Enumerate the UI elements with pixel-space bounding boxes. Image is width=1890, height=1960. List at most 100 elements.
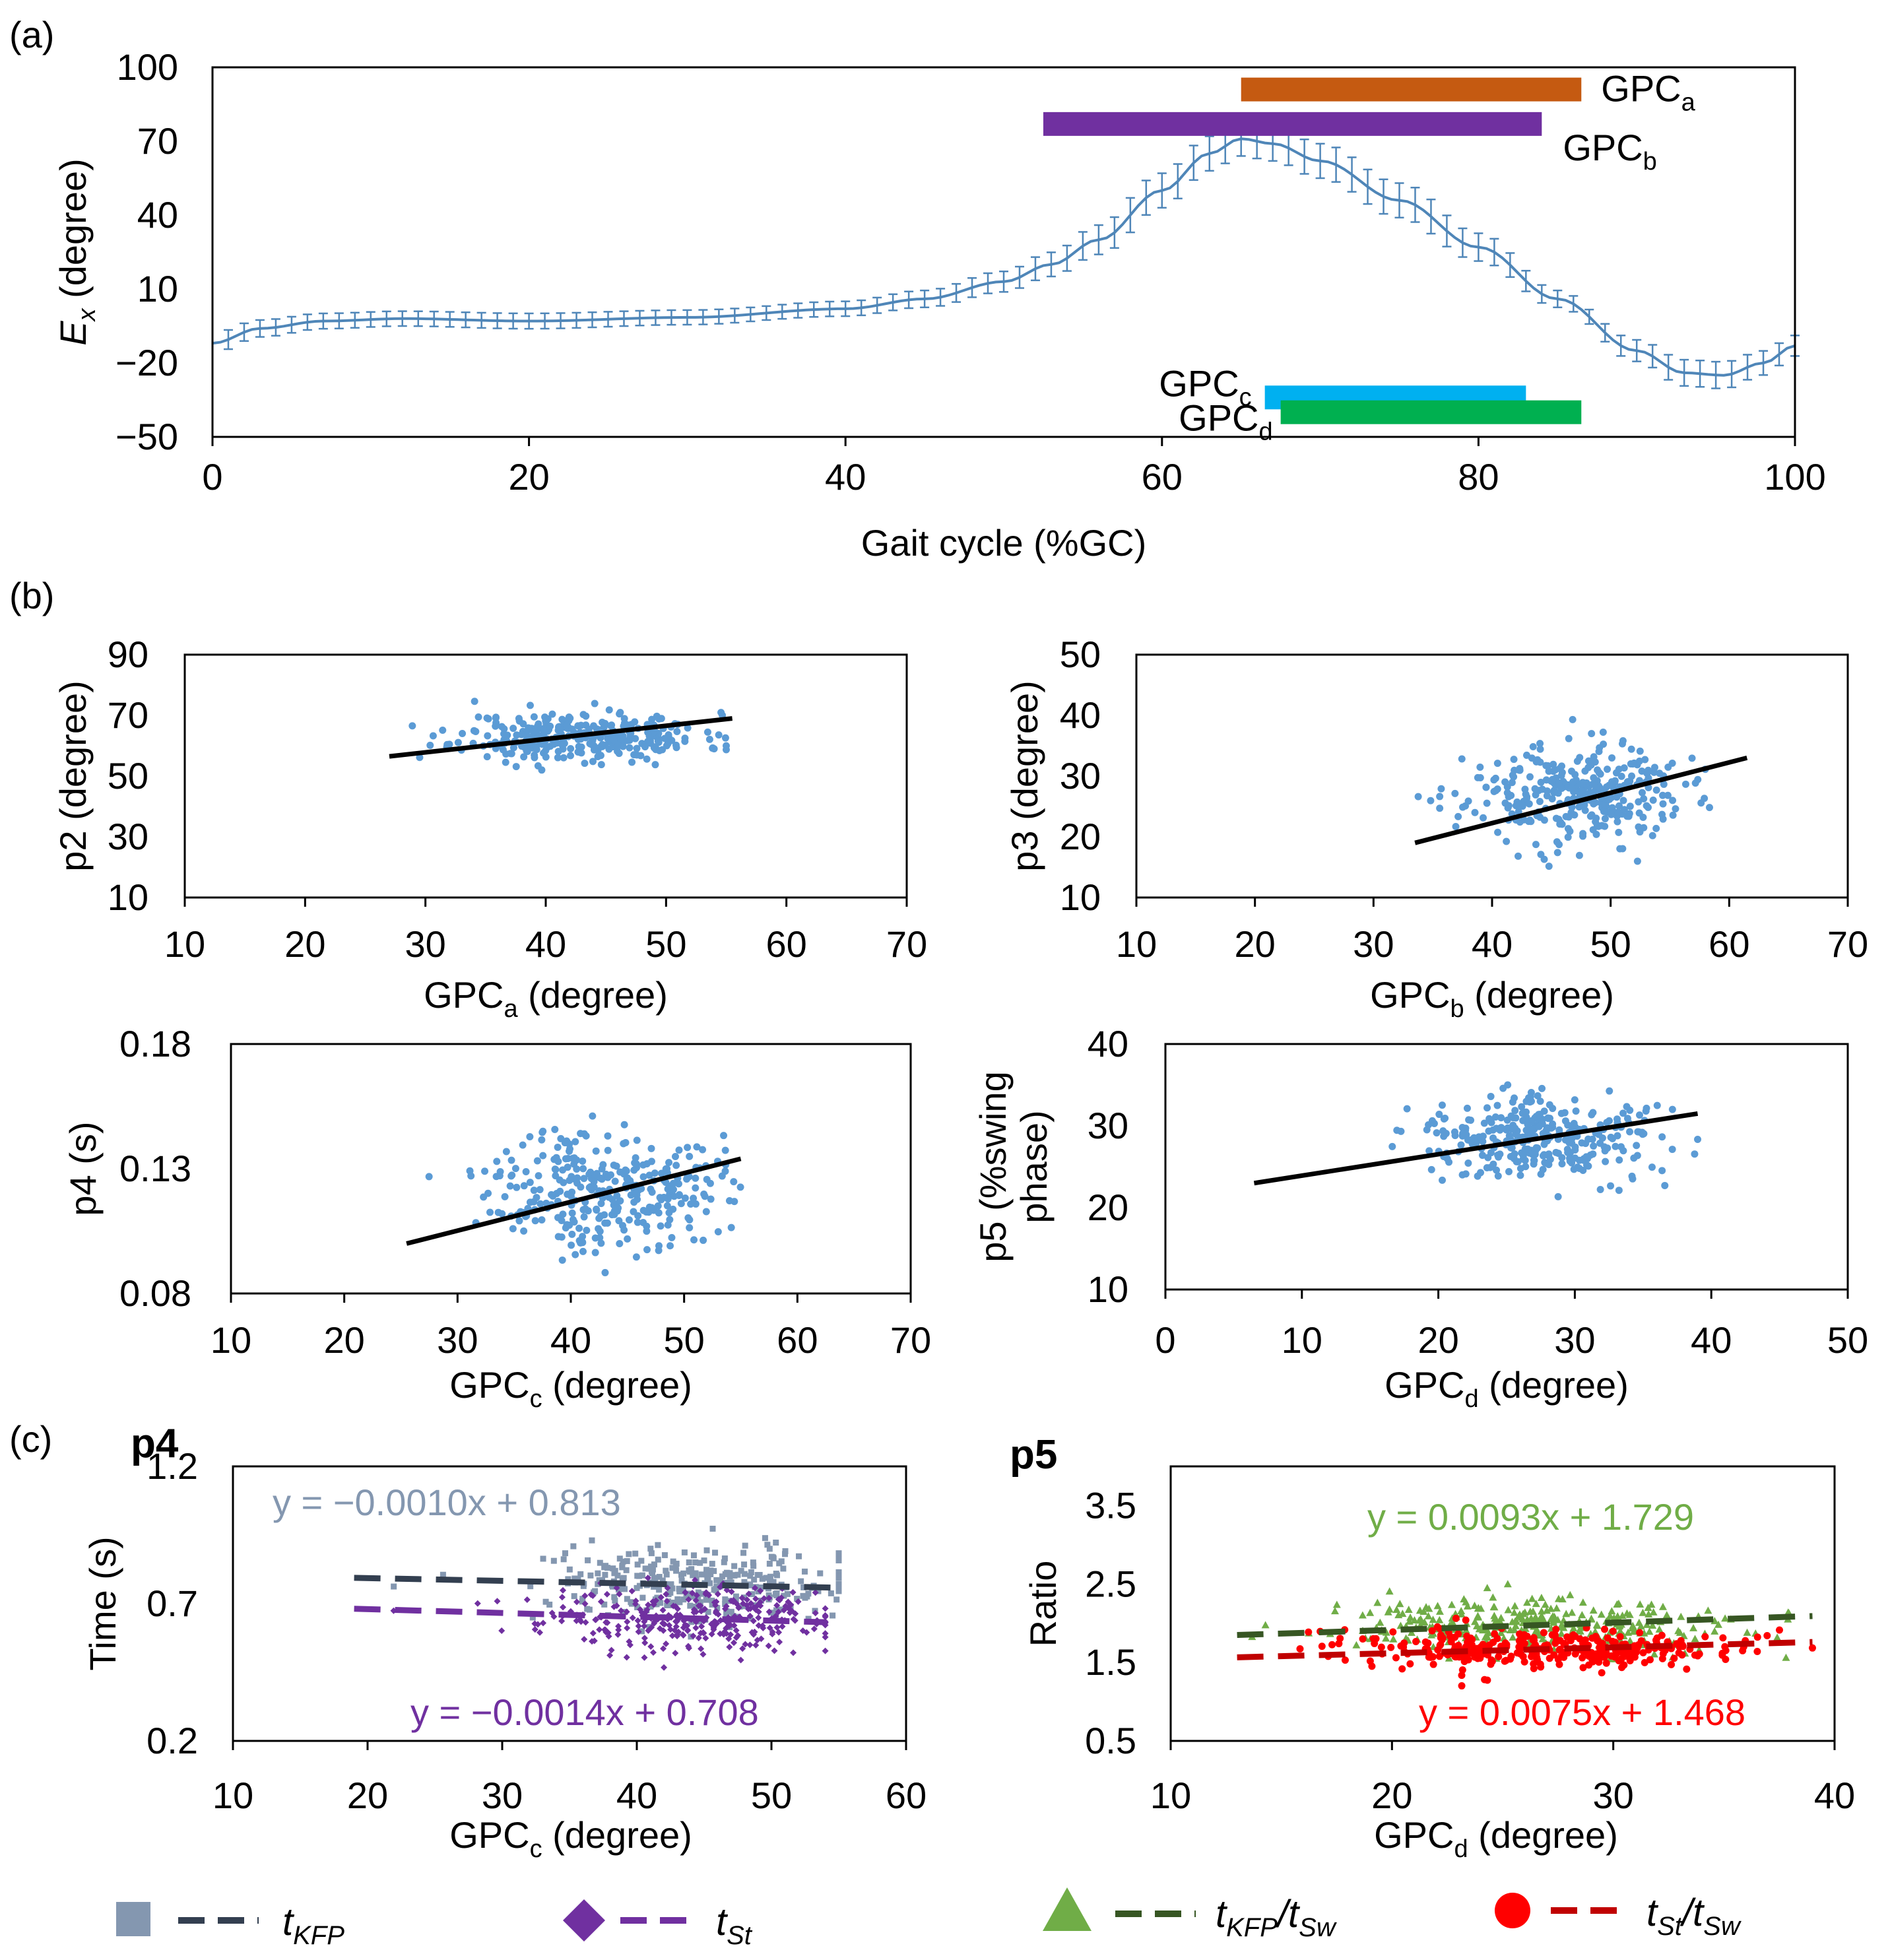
scatter-point xyxy=(1681,780,1689,788)
diamond-point xyxy=(780,1606,787,1614)
x-axis-label-main: GPC xyxy=(1385,1364,1464,1406)
scatter-point xyxy=(515,1217,523,1225)
scatter-point xyxy=(1659,800,1667,808)
scatter-point xyxy=(1414,793,1422,800)
legend-label: tSt/tSw xyxy=(1646,1891,1742,1941)
legend-label-sub: St xyxy=(727,1921,753,1950)
circle-point xyxy=(1678,1641,1686,1649)
scatter-point xyxy=(624,1174,632,1182)
scatter-point xyxy=(1545,863,1553,870)
scatter-point xyxy=(1660,780,1668,788)
triangle-point xyxy=(1503,1580,1512,1588)
triangle-marker-icon xyxy=(1043,1887,1092,1931)
x-tick-label: 40 xyxy=(616,1775,657,1816)
triangle-point xyxy=(1504,1606,1513,1614)
scatter-point xyxy=(1653,1101,1661,1109)
square-point xyxy=(741,1579,748,1585)
triangle-point xyxy=(1650,1650,1658,1658)
scatter-point xyxy=(538,1136,546,1144)
triangle-point xyxy=(1491,1614,1499,1622)
scatter-point xyxy=(1529,742,1537,750)
x-axis-label: GPCd (degree) xyxy=(1385,1364,1629,1413)
triangle-point xyxy=(1511,1621,1520,1629)
diamond-point xyxy=(603,1590,610,1598)
square-point xyxy=(707,1580,713,1586)
legend-label-mid: /t xyxy=(1679,1891,1705,1934)
legend-item-t-kfp: tKFP xyxy=(116,1901,344,1950)
x-tick-label: 70 xyxy=(1827,923,1868,965)
square-point xyxy=(639,1572,645,1579)
circle-point xyxy=(1429,1660,1437,1668)
scatter-point xyxy=(1578,1139,1586,1147)
scatter-point xyxy=(605,706,613,714)
square-point xyxy=(527,1583,534,1590)
legend-item-t-st: tSt xyxy=(563,1899,753,1950)
scatter-point xyxy=(1607,1182,1615,1190)
panel-label-c: (c) xyxy=(9,1418,52,1460)
scatter-point xyxy=(1440,1115,1448,1123)
diamond-point xyxy=(776,1639,783,1646)
scatter-point xyxy=(520,753,528,761)
scatter-point xyxy=(1688,754,1696,762)
diamond-point xyxy=(720,1631,727,1638)
legend-label-main: t xyxy=(1216,1893,1228,1936)
y-tick-label: 1.2 xyxy=(147,1445,198,1487)
scatter-point xyxy=(684,1144,692,1152)
diamond-point xyxy=(670,1602,677,1610)
y-tick-label: 70 xyxy=(137,120,178,162)
scatter-point xyxy=(1452,823,1460,831)
triangle-point xyxy=(1510,1608,1518,1616)
scatter-point xyxy=(494,1208,502,1216)
scatter-point xyxy=(665,1209,673,1217)
scatter-point xyxy=(1619,1109,1627,1117)
scatter-point xyxy=(530,1187,538,1194)
diamond-point xyxy=(812,1589,819,1596)
scatter-point xyxy=(1579,1167,1587,1175)
square-point xyxy=(571,1575,578,1582)
scatter-point xyxy=(668,1233,676,1241)
diamond-point xyxy=(790,1649,797,1656)
circle-point xyxy=(1753,1633,1761,1641)
y-tick-label: 50 xyxy=(108,755,148,797)
scatter-point xyxy=(721,1146,729,1154)
scatter-point xyxy=(637,1185,645,1192)
x-tick-label: 80 xyxy=(1458,456,1499,498)
panel-label-a: (a) xyxy=(9,14,54,55)
diamond-point xyxy=(786,1609,793,1616)
diamond-point xyxy=(593,1616,600,1623)
scatter-point xyxy=(1619,797,1627,804)
square-point xyxy=(681,1549,688,1555)
scatter-point xyxy=(1493,785,1501,793)
scatter-point xyxy=(663,1202,671,1210)
scatter-point xyxy=(1536,745,1544,753)
y-tick-label: 40 xyxy=(1088,1023,1128,1064)
scatter-point xyxy=(1648,832,1656,839)
square-point xyxy=(550,1557,557,1564)
scatter-point xyxy=(703,1175,711,1183)
triangle-point xyxy=(1691,1635,1699,1643)
scatter-point xyxy=(1511,1094,1518,1102)
scatter-point xyxy=(542,753,550,761)
scatter-point xyxy=(1626,1128,1634,1136)
diamond-point xyxy=(649,1649,657,1656)
triangle-point xyxy=(1649,1608,1658,1616)
square-point xyxy=(656,1573,663,1580)
scatter-point xyxy=(647,1144,655,1152)
scatter-point xyxy=(504,731,511,739)
scatter-point xyxy=(507,1156,515,1164)
diamond-point xyxy=(638,1609,645,1616)
circle-point xyxy=(1429,1653,1437,1661)
triangle-point xyxy=(1457,1610,1466,1617)
scatter-point xyxy=(1623,1115,1631,1123)
scatter-point xyxy=(1427,797,1435,804)
diamond-point xyxy=(737,1656,744,1664)
scatter-point xyxy=(1564,825,1572,833)
scatter-point xyxy=(614,748,622,756)
diamond-point xyxy=(589,1629,597,1637)
y-tick-label: 10 xyxy=(1088,1268,1128,1310)
diamond-point xyxy=(775,1596,782,1603)
triangle-point xyxy=(1589,1606,1598,1614)
square-point xyxy=(764,1542,771,1548)
triangle-point xyxy=(1490,1603,1499,1611)
scatter-point xyxy=(1650,764,1658,771)
